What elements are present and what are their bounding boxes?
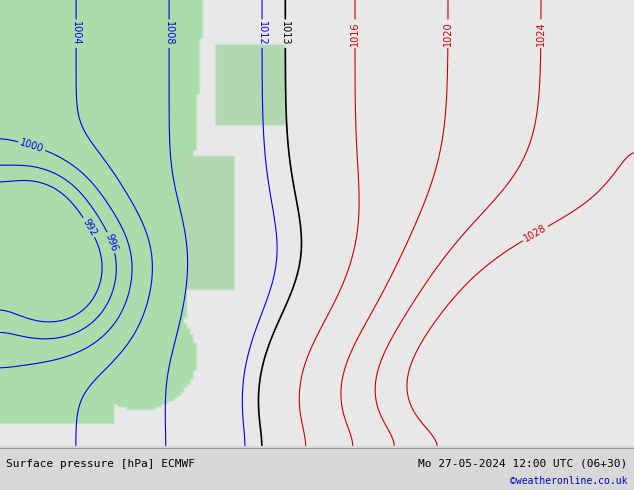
Text: 1028: 1028 <box>522 223 548 244</box>
Text: Mo 27-05-2024 12:00 UTC (06+30): Mo 27-05-2024 12:00 UTC (06+30) <box>418 459 628 468</box>
Text: 1016: 1016 <box>350 22 360 46</box>
Text: 996: 996 <box>104 232 119 253</box>
Text: 992: 992 <box>81 217 98 238</box>
Text: ©weatheronline.co.uk: ©weatheronline.co.uk <box>510 476 628 486</box>
Text: 1024: 1024 <box>536 21 546 46</box>
Text: Surface pressure [hPa] ECMWF: Surface pressure [hPa] ECMWF <box>6 459 195 468</box>
Text: 1008: 1008 <box>164 22 174 46</box>
Text: 1020: 1020 <box>443 21 453 46</box>
Text: 1004: 1004 <box>71 22 81 46</box>
Text: 1000: 1000 <box>18 137 45 154</box>
Text: 1012: 1012 <box>257 22 267 46</box>
Text: 1013: 1013 <box>280 22 290 46</box>
